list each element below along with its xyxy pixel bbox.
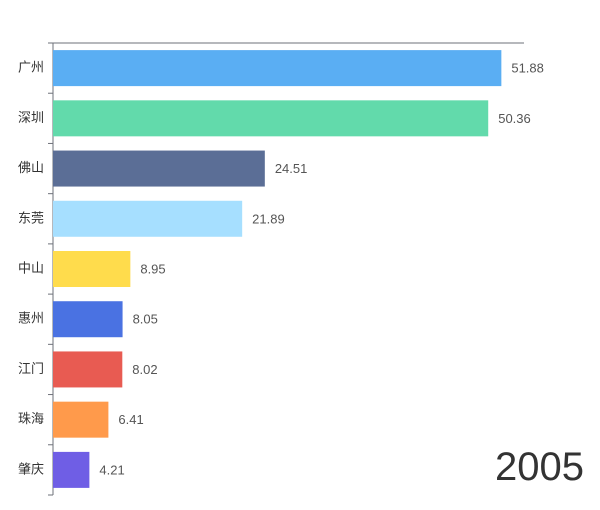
value-label: 24.51 bbox=[275, 161, 308, 176]
category-label: 肇庆 bbox=[18, 462, 44, 477]
bar bbox=[53, 100, 489, 137]
value-labels: 51.88 50.36 24.51 21.89 8.95 8.05 8.02 6.41 4.21 bbox=[99, 61, 544, 478]
value-label: 8.05 bbox=[133, 312, 158, 327]
bar bbox=[53, 401, 109, 438]
value-label: 8.95 bbox=[140, 262, 165, 277]
category-label: 中山 bbox=[18, 262, 44, 277]
year-label: 2005 bbox=[495, 445, 584, 489]
bar bbox=[53, 200, 243, 237]
bars-group bbox=[53, 50, 502, 488]
category-label: 惠州 bbox=[18, 312, 44, 327]
value-label: 21.89 bbox=[252, 211, 285, 226]
value-label: 6.41 bbox=[118, 412, 143, 427]
category-label: 深圳 bbox=[18, 111, 44, 126]
bar bbox=[53, 251, 131, 287]
value-label: 8.02 bbox=[132, 362, 157, 377]
y-axis-ticks bbox=[48, 42, 53, 496]
value-label: 50.36 bbox=[498, 111, 531, 126]
bar bbox=[53, 301, 123, 338]
bar bbox=[53, 150, 265, 187]
category-label: 东莞 bbox=[18, 211, 44, 226]
value-label: 51.88 bbox=[511, 61, 544, 76]
category-label: 佛山 bbox=[18, 161, 44, 176]
category-label: 珠海 bbox=[18, 412, 44, 427]
bar bbox=[53, 50, 502, 87]
category-label: 广州 bbox=[18, 61, 44, 76]
bar bbox=[53, 451, 90, 488]
category-label: 江门 bbox=[18, 362, 44, 377]
value-label: 4.21 bbox=[99, 462, 124, 477]
bar bbox=[53, 351, 123, 388]
